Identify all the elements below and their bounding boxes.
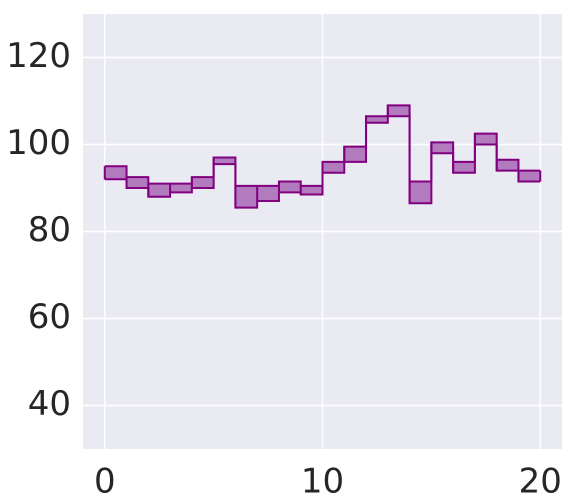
series-area [103, 104, 542, 209]
x-tick-label: 20 [519, 462, 562, 502]
y-tick-label: 100 [6, 123, 71, 163]
y-tick-label: 80 [28, 210, 71, 250]
x-tick-label: 10 [301, 462, 344, 502]
series-lower-line [104, 115, 541, 209]
y-tick-label: 120 [6, 36, 71, 76]
tick-labels: 0 10 20 40 60 80 100 120 [6, 36, 562, 502]
x-tick-label: 0 [94, 462, 116, 502]
y-tick-label: 60 [28, 297, 71, 337]
y-tick-label: 40 [28, 384, 71, 424]
